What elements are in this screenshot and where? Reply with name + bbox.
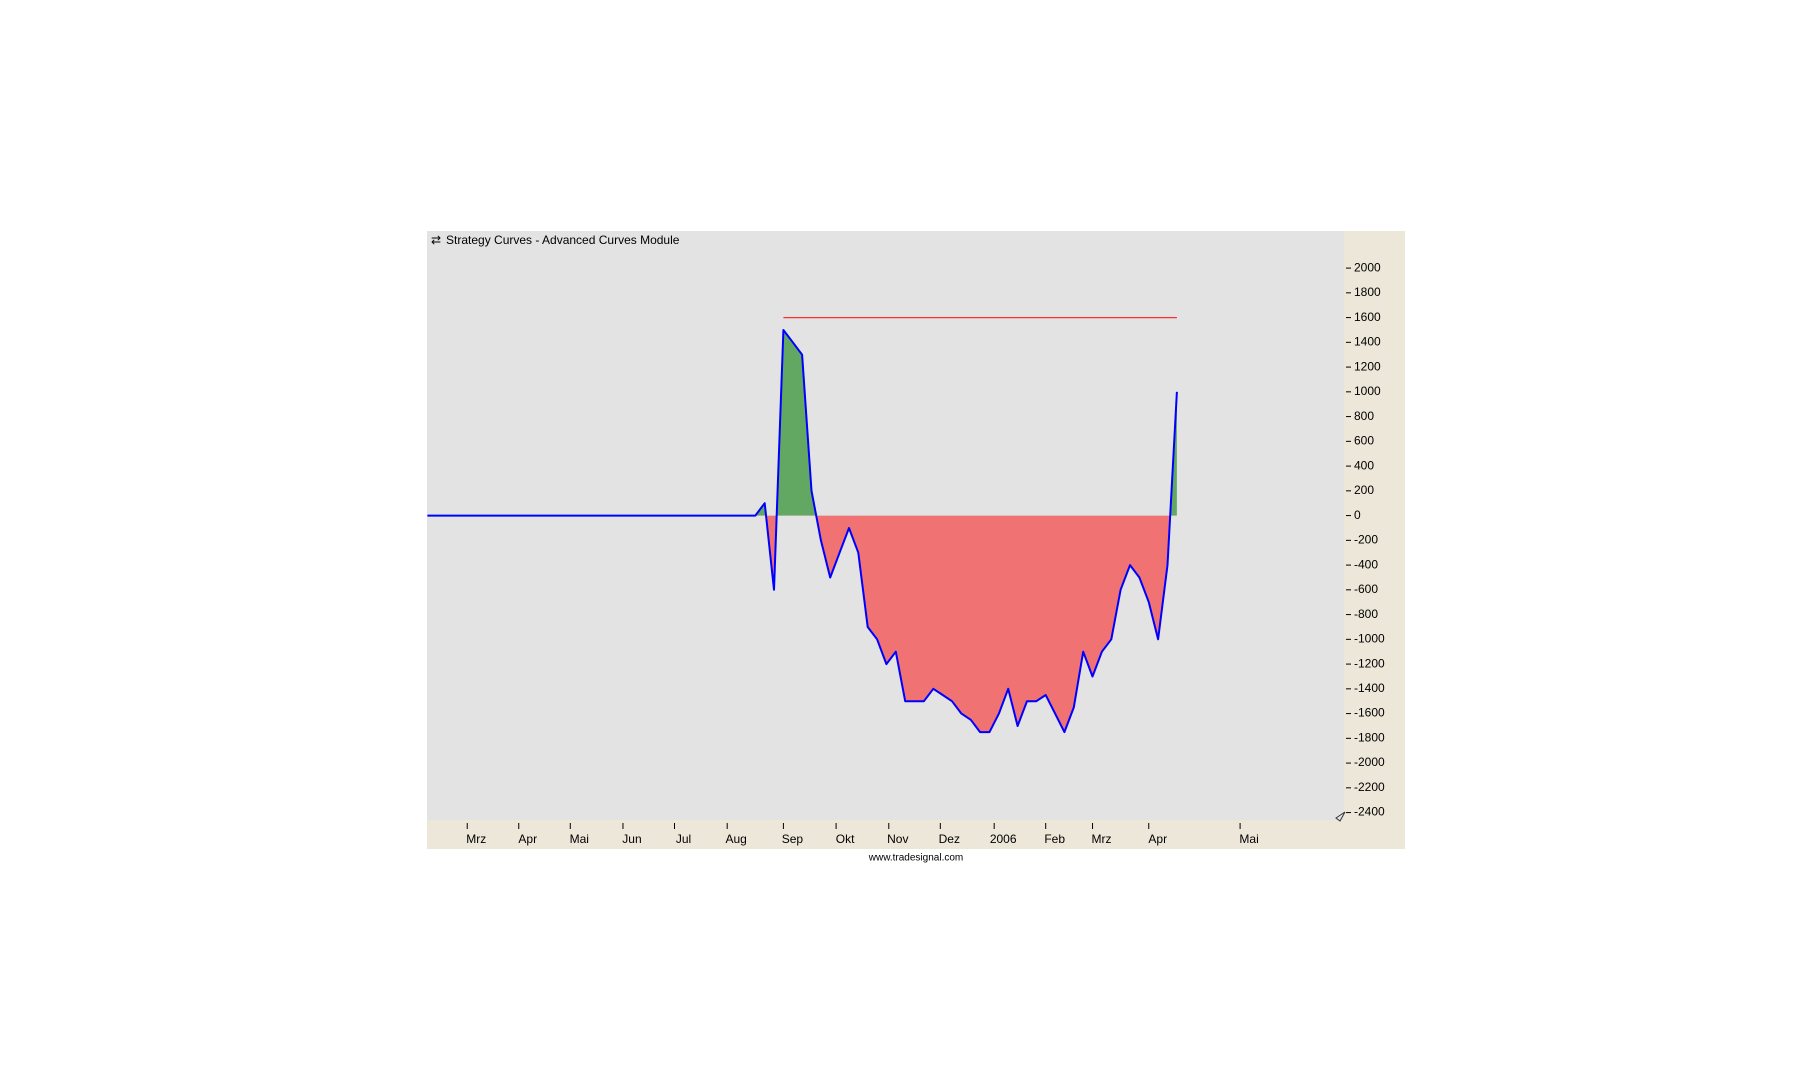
x-tick-label: Nov — [887, 832, 908, 846]
x-tick-label: Okt — [836, 832, 855, 846]
y-tick-label: -1600 — [1354, 706, 1385, 720]
equity-line — [427, 329, 1178, 734]
y-tick-label: 2000 — [1354, 260, 1381, 274]
x-tick-label: Sep — [782, 832, 804, 846]
y-tick-label: 200 — [1354, 483, 1374, 497]
x-tick-label: Mai — [1239, 832, 1258, 846]
x-tick-label: Mrz — [1092, 832, 1112, 846]
area-negative — [427, 515, 1177, 733]
y-tick-label: 600 — [1354, 434, 1374, 448]
y-tick-label: -400 — [1354, 557, 1378, 571]
y-tick-label: -2400 — [1354, 805, 1385, 819]
x-tick-label: Dez — [939, 832, 960, 846]
y-tick-label: 1800 — [1354, 285, 1381, 299]
y-tick-label: 1000 — [1354, 384, 1381, 398]
x-axis-band — [427, 820, 1405, 849]
y-tick-label: -1400 — [1354, 681, 1385, 695]
y-tick-label: 0 — [1354, 508, 1361, 522]
x-tick-label: Apr — [518, 832, 537, 846]
x-tick-label: Feb — [1044, 832, 1065, 846]
y-tick-label: -800 — [1354, 607, 1378, 621]
y-tick-label: 1400 — [1354, 335, 1381, 349]
x-tick-label: Aug — [726, 832, 747, 846]
x-tick-label: Apr — [1148, 832, 1167, 846]
resize-handle — [1335, 811, 1346, 822]
chart-title: Strategy Curves - Advanced Curves Module — [446, 233, 680, 247]
x-tick-label: 2006 — [990, 832, 1017, 846]
y-tick-label: 1600 — [1354, 310, 1381, 324]
x-tick-label: Jun — [622, 832, 641, 846]
y-tick-label: 400 — [1354, 458, 1374, 472]
footer: www.tradesignal.com — [868, 853, 963, 864]
y-tick-label: 1200 — [1354, 359, 1381, 373]
y-tick-label: 800 — [1354, 409, 1374, 423]
x-tick-label: Mai — [570, 832, 589, 846]
icon: ⇄ — [431, 233, 441, 247]
x-tick-label: Jul — [676, 832, 691, 846]
y-axis-band — [1344, 231, 1405, 849]
y-tick-label: -2000 — [1354, 755, 1385, 769]
y-tick-label: -600 — [1354, 582, 1378, 596]
y-tick-label: -200 — [1354, 533, 1378, 547]
y-tick-label: -1200 — [1354, 656, 1385, 670]
y-tick-label: -1800 — [1354, 730, 1385, 744]
y-tick-label: -1000 — [1354, 632, 1385, 646]
x-tick-label: Mrz — [466, 832, 486, 846]
y-tick-label: -2200 — [1354, 780, 1385, 794]
